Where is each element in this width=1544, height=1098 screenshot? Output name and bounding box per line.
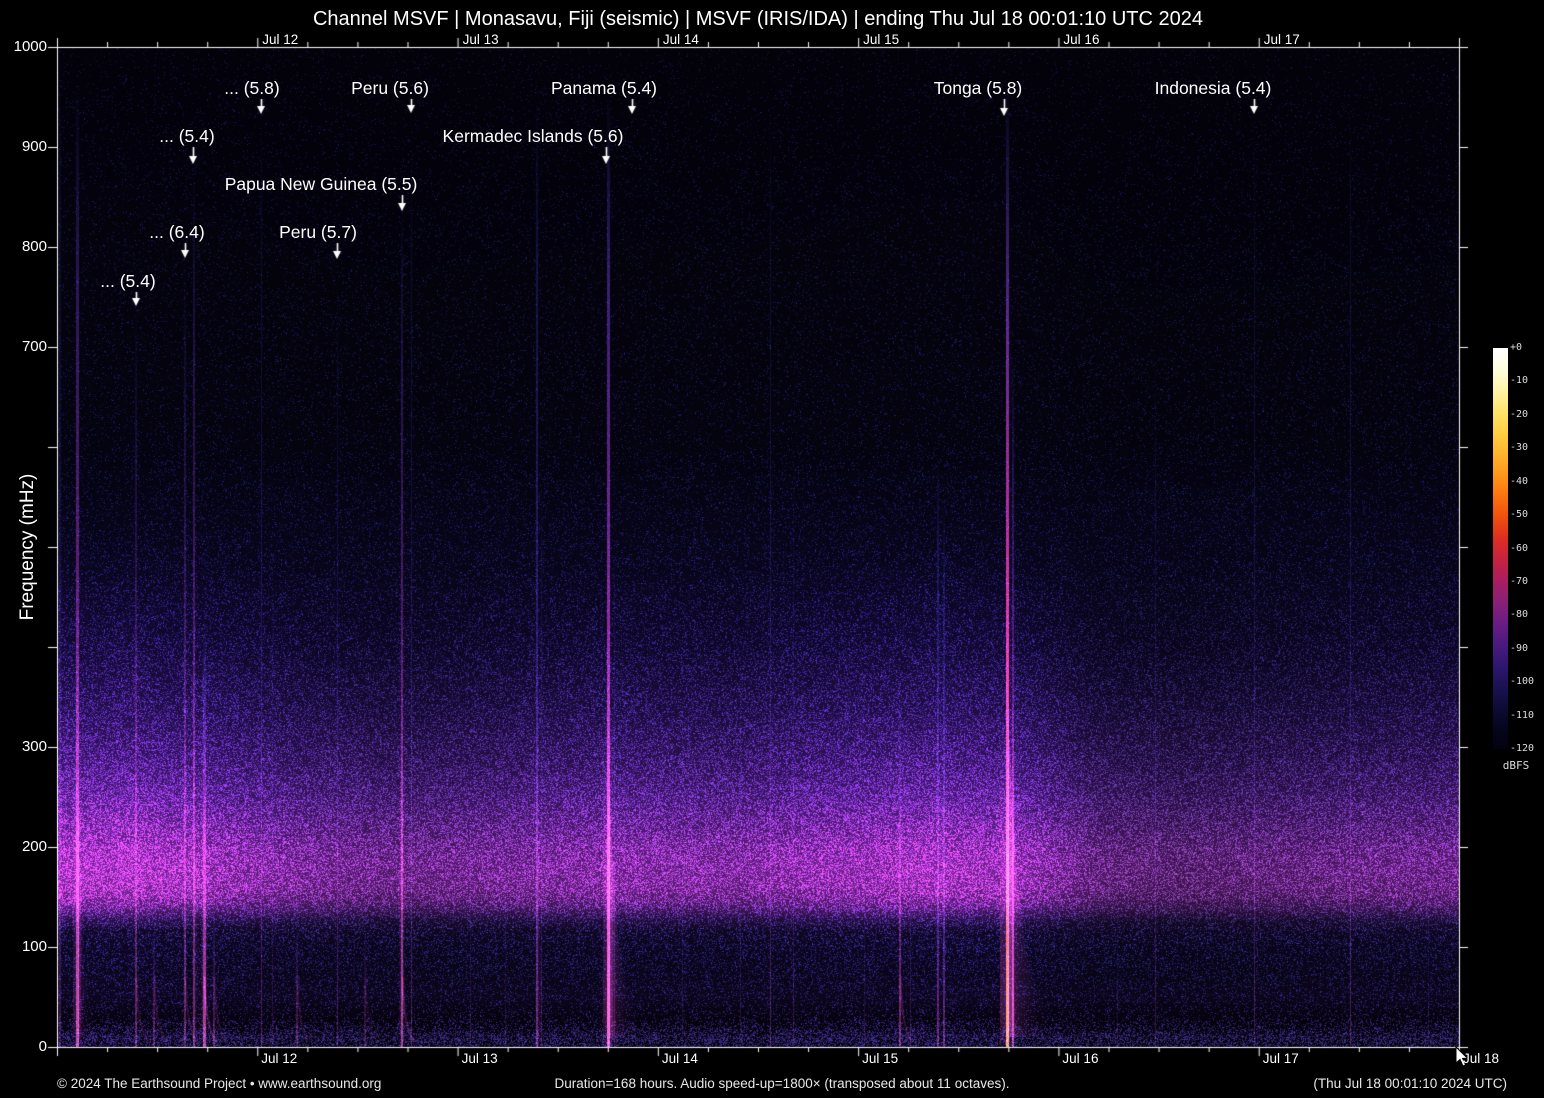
event-annotation: Indonesia (5.4) bbox=[1154, 78, 1272, 98]
colorbar-tick-label: -60 bbox=[1510, 542, 1529, 554]
colorbar-tick-label: +0 bbox=[1510, 342, 1523, 353]
footer-duration: Duration=168 hours. Audio speed-up=1800×… bbox=[554, 1076, 1010, 1091]
event-annotation: Panama (5.4) bbox=[550, 78, 658, 98]
colorbar-unit-label: dBFS bbox=[1502, 759, 1530, 772]
colorbar-tick-label: -40 bbox=[1510, 475, 1529, 487]
colorbar-tick-label: -20 bbox=[1510, 408, 1529, 420]
event-annotation: Papua New Guinea (5.5) bbox=[224, 174, 418, 194]
colorbar bbox=[1493, 348, 1508, 749]
event-annotation: Kermadec Islands (5.6) bbox=[442, 126, 624, 146]
x-tick-label-top: Jul 14 bbox=[662, 32, 699, 47]
x-tick-label-top: Jul 16 bbox=[1063, 32, 1100, 47]
x-tick-label-top: Jul 13 bbox=[462, 32, 499, 47]
event-annotation: ... (5.8) bbox=[224, 78, 280, 98]
colorbar-tick-label: -80 bbox=[1510, 609, 1529, 621]
event-annotation: Peru (5.7) bbox=[279, 222, 357, 242]
colorbar-tick-label: -110 bbox=[1510, 709, 1535, 721]
y-tick-label: 100 bbox=[21, 938, 47, 955]
y-axis-label: Frequency (mHz) bbox=[17, 473, 38, 621]
colorbar-tick-label: -120 bbox=[1510, 743, 1535, 754]
y-tick-label: 300 bbox=[21, 738, 47, 755]
y-tick-label: 0 bbox=[38, 1038, 47, 1055]
event-annotation: Peru (5.6) bbox=[351, 78, 429, 98]
colorbar-tick-label: -10 bbox=[1510, 375, 1529, 387]
footer-copyright: © 2024 The Earthsound Project • www.eart… bbox=[57, 1076, 382, 1091]
x-tick-label-top: Jul 12 bbox=[262, 32, 299, 47]
event-annotation: ... (6.4) bbox=[149, 222, 205, 242]
x-tick-label-bottom: Jul 17 bbox=[1262, 1051, 1299, 1066]
y-tick-label: 800 bbox=[21, 238, 47, 255]
colorbar-tick-label: -30 bbox=[1510, 442, 1529, 454]
x-tick-label-bottom: Jul 12 bbox=[261, 1051, 298, 1066]
colorbar-tick-label: -90 bbox=[1510, 642, 1529, 654]
event-annotation: ... (5.4) bbox=[100, 271, 156, 291]
event-annotation: Tonga (5.8) bbox=[933, 78, 1023, 98]
x-tick-label-bottom: Jul 18 bbox=[1463, 1051, 1500, 1066]
colorbar-tick-label: -50 bbox=[1510, 509, 1529, 521]
mouse-cursor-icon bbox=[1455, 1046, 1469, 1067]
x-tick-label-top: Jul 17 bbox=[1263, 32, 1300, 47]
x-tick-label-bottom: Jul 13 bbox=[461, 1051, 498, 1066]
colorbar-tick-label: -70 bbox=[1510, 575, 1529, 587]
footer-timestamp: (Thu Jul 18 00:01:10 2024 UTC) bbox=[1313, 1076, 1507, 1091]
y-tick-label: 1000 bbox=[13, 38, 47, 55]
y-tick-label: 200 bbox=[21, 838, 47, 855]
y-tick-label: 700 bbox=[21, 338, 47, 355]
x-tick-label-bottom: Jul 14 bbox=[661, 1051, 698, 1066]
x-tick-label-bottom: Jul 16 bbox=[1062, 1051, 1099, 1066]
x-tick-label-bottom: Jul 15 bbox=[862, 1051, 899, 1066]
x-tick-label-top: Jul 15 bbox=[863, 32, 900, 47]
event-annotation: ... (5.4) bbox=[159, 126, 215, 146]
y-tick-label: 900 bbox=[21, 138, 47, 155]
colorbar-tick-label: -100 bbox=[1510, 676, 1535, 688]
